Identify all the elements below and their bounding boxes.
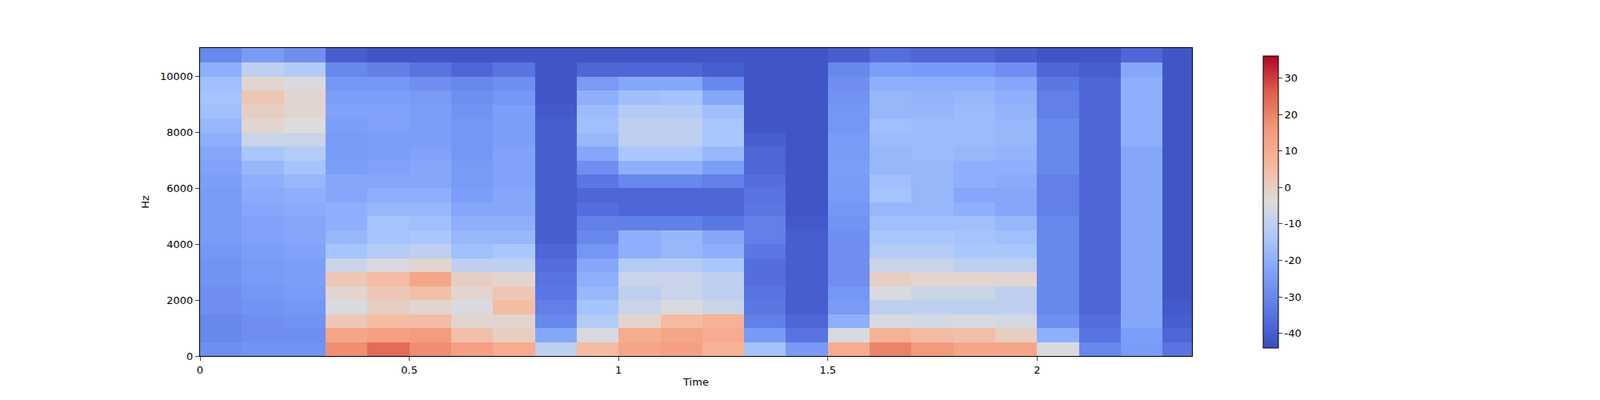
svg-text:0.5: 0.5 (400, 364, 418, 376)
svg-text:0: 0 (196, 364, 204, 376)
svg-text:-40: -40 (1284, 327, 1302, 340)
svg-text:0: 0 (186, 350, 193, 363)
svg-text:4000: 4000 (166, 238, 193, 251)
svg-text:8000: 8000 (166, 126, 193, 139)
svg-text:1.5: 1.5 (819, 364, 836, 376)
svg-text:30: 30 (1284, 72, 1299, 84)
svg-text:1: 1 (615, 364, 622, 376)
svg-text:10000: 10000 (160, 70, 193, 83)
svg-text:0: 0 (1284, 181, 1292, 194)
svg-text:20: 20 (1284, 108, 1299, 121)
svg-text:2000: 2000 (166, 294, 193, 307)
svg-text:-30: -30 (1284, 291, 1302, 304)
svg-text:2: 2 (1033, 364, 1040, 376)
svg-text:Time: Time (682, 376, 709, 388)
svg-text:-20: -20 (1284, 254, 1302, 267)
svg-text:6000: 6000 (166, 182, 193, 195)
svg-text:10: 10 (1284, 144, 1299, 157)
svg-text:-10: -10 (1284, 217, 1302, 230)
svg-text:Hz: Hz (139, 195, 152, 209)
